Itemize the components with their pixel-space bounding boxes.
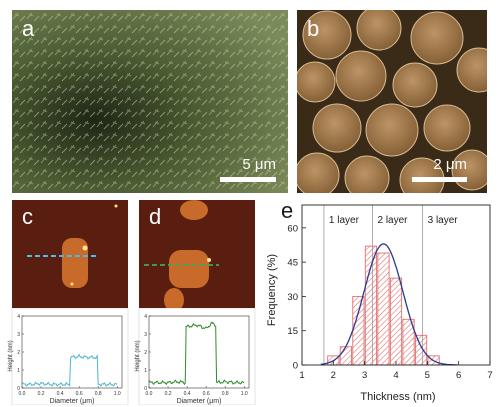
panel-label-c: c xyxy=(22,204,33,229)
afm-image-c: c xyxy=(12,200,128,308)
histogram-xlabel: Thickness (nm) xyxy=(360,391,435,403)
histogram-bar xyxy=(364,245,378,366)
profile-ytick-label: 4 xyxy=(17,314,20,320)
layer-annotation: 3 layer xyxy=(428,215,459,226)
profile-ytick-label: 4 xyxy=(144,314,147,320)
histogram-ylabel: Frequency (%) xyxy=(266,254,278,326)
histogram-ytick-label: 45 xyxy=(287,258,298,269)
scale-bar-label-b: 2 μm xyxy=(433,156,467,173)
histogram-bar xyxy=(339,346,352,366)
afm-image-d: d xyxy=(139,200,255,308)
profile-d-xlabel: Diameter (μm) xyxy=(177,398,222,405)
histogram-xtick-label: 2 xyxy=(331,370,336,381)
profile-ytick-label: 0 xyxy=(17,386,20,392)
profile-c-xlabel: Diameter (μm) xyxy=(50,398,95,405)
afm-image-c-map xyxy=(12,200,128,308)
scale-bar-b xyxy=(412,177,467,182)
profile-xtick-label: 0.6 xyxy=(203,391,210,397)
profile-ytick-label: 2 xyxy=(144,350,147,356)
panel-label-e: e xyxy=(281,198,294,223)
profile-xtick-label: 0.8 xyxy=(222,391,229,397)
histogram-ytick-label: 15 xyxy=(287,326,298,337)
panel-label-d: d xyxy=(149,204,162,229)
layer-annotation: 2 layer xyxy=(378,215,409,226)
histogram-ytick-label: 60 xyxy=(287,223,298,234)
gaussian-fit-curve xyxy=(320,243,458,366)
profile-ytick-label: 3 xyxy=(17,332,20,338)
histogram-xtick-label: 6 xyxy=(456,370,461,381)
histogram-bar xyxy=(352,295,365,366)
histogram-xtick-label: 4 xyxy=(393,370,398,381)
histogram-xtick-label: 1 xyxy=(299,370,304,381)
flake-c xyxy=(62,238,88,288)
histogram-ytick-label: 30 xyxy=(287,292,298,303)
afm-image-d-map xyxy=(139,200,255,308)
profile-xtick-label: 0.8 xyxy=(95,391,102,397)
sem-image-a: a 5 μm xyxy=(12,10,288,193)
profile-d-ylabel: Height (nm) xyxy=(135,340,141,371)
profile-xtick-label: 1.0 xyxy=(114,391,121,397)
histogram-xtick-label: 7 xyxy=(487,370,492,381)
profile-ytick-label: 1 xyxy=(144,368,147,374)
profile-xtick-label: 1.0 xyxy=(241,391,248,397)
profile-ytick-label: 3 xyxy=(144,332,147,338)
sem-image-b: b 2 μm xyxy=(297,10,487,193)
histogram-xtick-label: 5 xyxy=(425,370,430,381)
profile-ytick-label: 2 xyxy=(17,350,20,356)
scale-bar-a xyxy=(220,177,276,182)
profile-trace xyxy=(21,353,118,388)
sem-image-a-texture xyxy=(12,10,288,193)
profile-xtick-label: 0.2 xyxy=(165,391,172,397)
panel-label-b: b xyxy=(307,16,320,41)
flake-d xyxy=(169,250,209,288)
profile-ytick-label: 0 xyxy=(144,386,147,392)
profile-xtick-label: 0.2 xyxy=(38,391,45,397)
profile-xtick-label: 0.4 xyxy=(184,391,191,397)
profile-trace xyxy=(148,321,245,386)
height-profile-c: 0 1 2 3 4 0.0 0.2 0.4 0.6 0.8 1.0 Height (nm) Diam… xyxy=(8,308,129,405)
panel-label-a: a xyxy=(22,16,35,41)
profile-ytick-label: 1 xyxy=(17,368,20,374)
profile-xtick-label: 0.0 xyxy=(146,391,153,397)
height-profile-d: 0 1 2 3 4 0.0 0.2 0.4 0.6 0.8 1.0 Height (nm) Diam… xyxy=(135,308,256,405)
profile-xtick-label: 0.0 xyxy=(19,391,26,397)
profile-xtick-label: 0.6 xyxy=(76,391,83,397)
layer-annotation: 1 layer xyxy=(329,215,360,226)
profile-c-ylabel: Height (nm) xyxy=(8,340,14,371)
profile-xtick-label: 0.4 xyxy=(57,391,64,397)
histogram-bar xyxy=(414,334,428,366)
histogram-bar xyxy=(389,277,403,366)
histogram-ytick-label: 0 xyxy=(293,361,298,372)
histogram-xtick-label: 3 xyxy=(362,370,367,381)
histogram-bar xyxy=(377,252,390,366)
scale-bar-label-a: 5 μm xyxy=(242,156,276,173)
